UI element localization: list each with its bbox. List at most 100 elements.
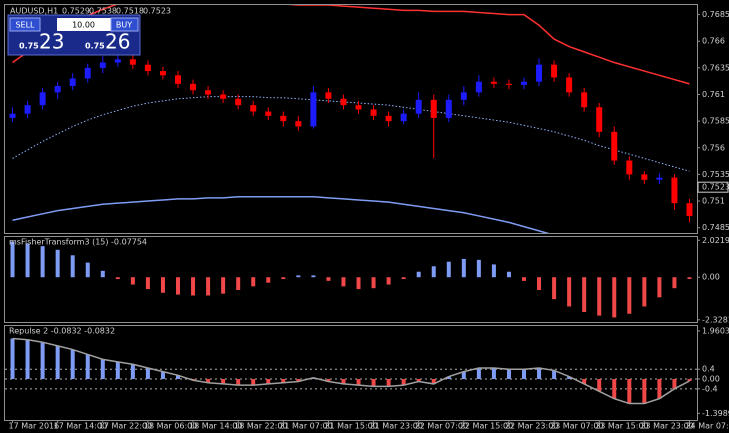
symbol: AUDUSD,H1 [10,7,58,16]
x-tick-label: 23 Mar 23:00 [640,422,693,431]
histogram-bar [221,379,226,384]
histogram-bar [446,261,451,278]
histogram-bar [191,277,196,296]
candle-body [54,85,61,93]
ohlc-value: 0.7529 [62,7,90,16]
histogram-bar [461,371,466,380]
y-tick-label: 0.7535 [702,170,729,179]
x-tick-label: 21 Mar 07:00 [279,422,332,431]
candle-body [581,92,588,108]
candle-body [39,92,46,106]
histogram-bar [341,277,346,287]
histogram-bar [356,379,361,386]
histogram-bar [476,367,481,380]
ohlc-value: 0.7523 [143,7,171,16]
y-tick-label: 0.4 [702,365,715,374]
histogram-bar [130,277,135,285]
candle-body [370,109,377,116]
histogram-bar [266,277,271,283]
envelope-line [12,5,690,85]
histogram-bar [582,277,587,312]
x-tick-label: 17 Mar 2016 [9,422,60,431]
candle-body [355,105,362,110]
y-tick-label: 0.7635 [702,63,729,72]
histogram-bar [70,349,75,380]
sell-label[interactable]: SELL [15,21,35,30]
histogram-bar [552,277,557,300]
histogram-bar [145,367,150,380]
pane [9,5,693,233]
buy-pips: 26 [105,30,130,54]
buy-label[interactable]: BUY [116,21,132,30]
pane [5,337,697,405]
histogram-bar [176,277,180,295]
candle-body [129,59,136,65]
candle-body [415,99,422,114]
candle-body [656,177,663,180]
y-tick-label: 0.766 [702,37,725,46]
histogram-bar [40,342,45,380]
histogram-bar [401,379,406,386]
histogram-bar [70,255,75,278]
histogram-bar [416,379,421,382]
histogram-bar [582,379,587,384]
histogram-bar [206,379,211,383]
repulse-frame [4,325,698,421]
candle-body [175,75,181,84]
histogram-bar [311,275,316,278]
buy-button[interactable] [110,17,139,32]
histogram-bar [326,277,331,281]
candle-body [551,64,558,78]
x-tick-label: 23 Mar 15:00 [595,422,648,431]
candle-body [686,203,693,216]
x-tick-label: 18 Mar 14:00 [189,422,242,431]
histogram-bar [687,277,692,280]
histogram-bar [416,271,421,278]
lots-value[interactable]: 10.00 [72,21,95,30]
histogram-bar [642,277,647,307]
histogram-bar [597,277,602,316]
histogram-bar [266,379,271,384]
x-tick-label: 18 Mar 06:00 [144,422,197,431]
y-tick-label: 0.751 [702,197,725,206]
y-tick-label: 0.761 [702,90,725,99]
y-tick-label: 0.7485 [702,223,729,232]
histogram-bar [552,370,557,380]
pane [10,241,692,318]
fisher-title: msFisherTransform3 (15) -0.07754 [9,238,147,247]
y-tick-label: -0.4 [702,384,718,393]
histogram-bar [431,379,436,384]
histogram-bar [145,277,150,290]
histogram-bar [672,277,677,289]
histogram-bar [40,246,45,278]
histogram-bar [251,277,256,287]
x-tick-label: 17 Mar 14:00 [54,422,107,431]
candle-body [460,92,467,100]
histogram-bar [461,258,466,278]
histogram-bar [446,376,451,380]
candle-body [250,105,257,112]
candle-body [220,94,227,99]
histogram-bar [251,379,256,386]
candle-body [596,107,603,132]
histogram-bar [206,277,211,296]
histogram-bar [657,379,662,399]
candle-body [99,62,106,68]
candle-body [641,174,648,180]
histogram-bar [55,249,60,278]
histogram-bar [537,367,542,380]
lots-input[interactable] [57,18,111,31]
histogram-bar [431,266,436,278]
y-tick-label: 1.9603 [702,326,729,335]
candle-body [190,83,197,91]
buy-prefix: 0.75 [85,42,105,51]
sell-button[interactable] [9,17,41,32]
histogram-bar [687,379,692,381]
ohlc-value: 0.7518 [116,7,144,16]
candle-body [430,99,437,118]
histogram-bar [281,277,286,280]
histogram-bar [476,259,481,278]
candle-body [385,115,392,122]
x-tick-label: 17 Mar 22:00 [99,422,152,431]
